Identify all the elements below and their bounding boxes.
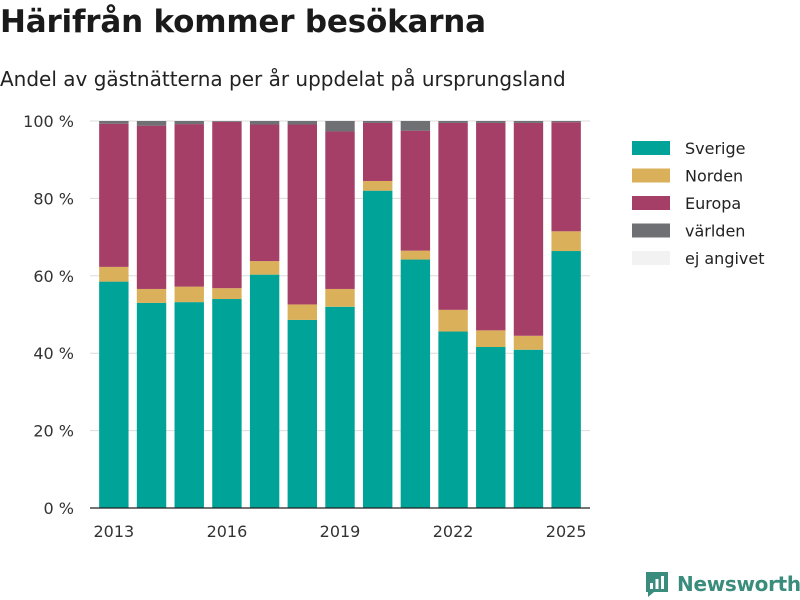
bar-segment-sverige-2019 (325, 306, 355, 508)
bar-segment-sverige-2013 (99, 281, 129, 508)
bars (99, 121, 581, 509)
bar-segment-världen-2014 (136, 121, 167, 126)
brand-name: Newsworthy (677, 572, 800, 596)
bar-segment-sverige-2015 (174, 302, 204, 508)
bar-segment-norden-2025 (551, 231, 581, 252)
bar-segment-europa-2018 (287, 124, 318, 305)
bar-segment-norden-2015 (174, 286, 204, 303)
y-tick-label: 0 % (44, 499, 74, 518)
bar-segment-sverige-2024 (513, 349, 544, 508)
bar-segment-europa-2020 (362, 122, 393, 181)
bar-segment-norden-2023 (476, 330, 506, 348)
bar-segment-världen-2018 (287, 121, 318, 125)
bar-segment-norden-2021 (400, 250, 431, 260)
bar-segment-norden-2022 (438, 309, 468, 332)
x-tick-label: 2016 (207, 522, 248, 541)
bar-segment-europa-2017 (249, 124, 280, 262)
bar-segment-europa-2013 (99, 123, 129, 267)
y-axis-tick-labels: 0 % 20 % 40 % 60 % 80 % 100 % (23, 112, 74, 518)
bar-segment-världen-2015 (174, 121, 204, 125)
x-axis-tick-labels: 2013 2016 2019 2022 2025 (93, 522, 586, 541)
newsworthy-logo: Newsworthy (644, 570, 800, 598)
bar-segment-europa-2019 (325, 131, 355, 289)
y-tick-label: 20 % (33, 422, 74, 441)
bar-segment-europa-2016 (212, 121, 242, 289)
bar-segment-norden-2020 (362, 180, 393, 191)
bar-segment-världen-2021 (400, 121, 431, 131)
newsworthy-logo-icon (646, 572, 668, 597)
bar-segment-världen-2022 (438, 121, 468, 123)
bar-segment-norden-2019 (325, 288, 355, 307)
bar-segment-världen-2013 (99, 121, 129, 124)
bar-segment-europa-2014 (136, 125, 167, 289)
bar-segment-sverige-2025 (551, 251, 581, 509)
bar-segment-sverige-2014 (136, 302, 167, 508)
legend-label: Norden (685, 167, 743, 186)
stacked-bar-chart: 0 % 20 % 40 % 60 % 80 % 100 % 2013 2016 2019 202… (23, 112, 765, 541)
chart-subtitle: Andel av gästnätterna per år uppdelat på… (0, 67, 566, 91)
bar-segment-världen-2019 (325, 121, 355, 132)
bar-segment-norden-2014 (136, 288, 167, 303)
legend-swatch (632, 196, 670, 210)
bar-segment-norden-2018 (287, 304, 318, 320)
bar-segment-världen-2017 (249, 121, 280, 125)
bar-segment-norden-2016 (212, 288, 242, 300)
legend-swatch (632, 141, 670, 155)
bar-segment-europa-2015 (174, 124, 204, 287)
x-tick-label: 2019 (320, 522, 361, 541)
bar-segment-europa-2024 (513, 122, 544, 336)
bar-segment-världen-2020 (362, 121, 393, 123)
legend-label: ej angivet (685, 249, 765, 268)
y-tick-label: 80 % (33, 189, 74, 208)
bar-segment-världen-2024 (513, 121, 544, 123)
x-tick-label: 2022 (433, 522, 474, 541)
bar-segment-sverige-2017 (249, 274, 280, 508)
bar-segment-europa-2023 (476, 122, 506, 331)
legend: Sverige Norden Europa världen ej angivet (632, 139, 765, 268)
y-tick-label: 40 % (33, 344, 74, 363)
legend-swatch (632, 223, 670, 238)
bar-segment-sverige-2023 (476, 347, 506, 508)
legend-label: Sverige (685, 139, 746, 158)
bar-segment-sverige-2018 (287, 319, 318, 508)
legend-swatch (632, 251, 670, 265)
chart-title: Härifrån kommer besökarna (0, 4, 486, 40)
y-tick-label: 60 % (33, 267, 74, 286)
x-tick-label: 2025 (546, 522, 587, 541)
bar-segment-sverige-2021 (400, 259, 431, 508)
legend-label: Europa (685, 194, 741, 213)
legend-label: världen (685, 222, 745, 241)
bar-segment-världen-2025 (551, 121, 581, 123)
bar-segment-världen-2023 (476, 121, 506, 123)
bar-segment-europa-2021 (400, 130, 431, 251)
y-tick-label: 100 % (23, 112, 74, 131)
legend-swatch (632, 168, 670, 183)
bar-segment-europa-2022 (438, 122, 468, 310)
bar-segment-sverige-2022 (438, 331, 468, 508)
x-tick-label: 2013 (93, 522, 134, 541)
bar-segment-sverige-2016 (212, 299, 242, 508)
bar-segment-norden-2017 (249, 261, 280, 275)
bar-segment-världen-2016 (212, 121, 242, 122)
bar-segment-europa-2025 (551, 122, 581, 232)
bar-segment-norden-2024 (513, 335, 544, 350)
bar-segment-sverige-2020 (362, 190, 393, 508)
bar-segment-norden-2013 (99, 266, 129, 282)
